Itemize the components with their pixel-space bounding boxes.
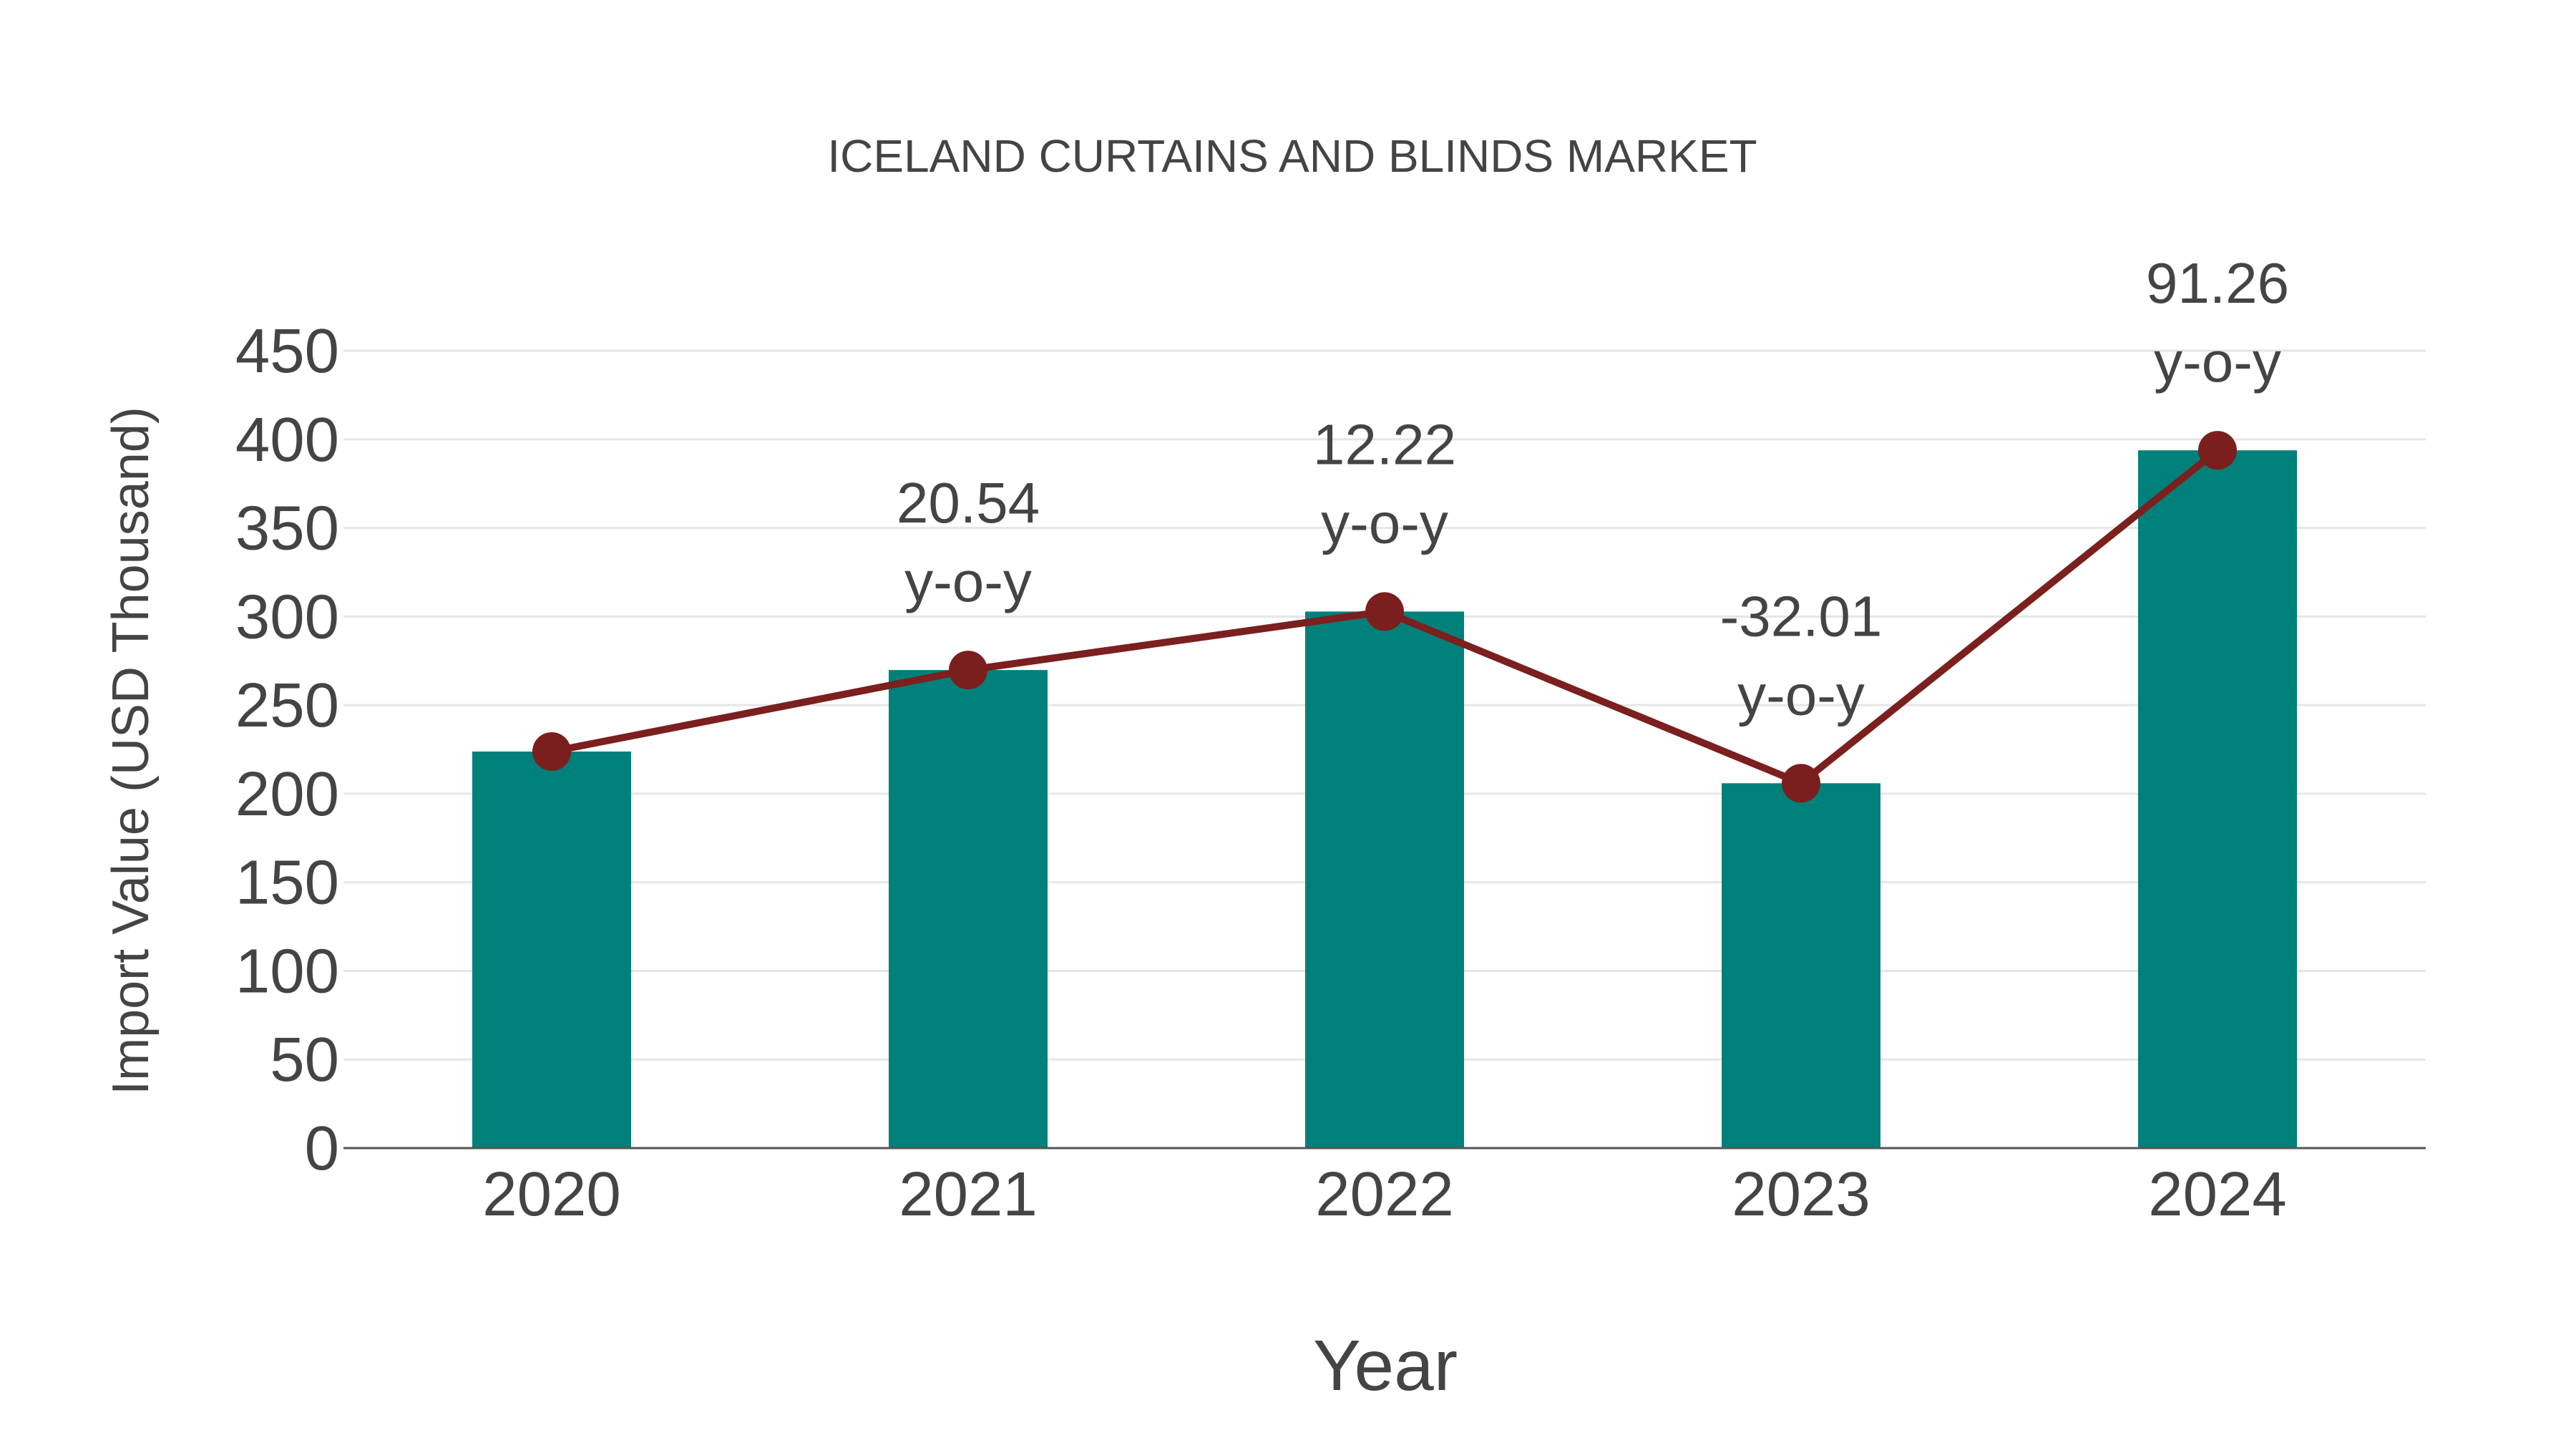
y-tick-label: 0 bbox=[305, 1114, 339, 1183]
yoy-value-2022: 12.22 bbox=[1313, 412, 1456, 476]
y-axis-tick-labels: 0 50 100 150 200 250 300 350 400 450 bbox=[235, 316, 339, 1183]
y-tick-label: 300 bbox=[235, 582, 339, 651]
y-axis-title: Import Value (USD Thousand) bbox=[102, 407, 160, 1095]
y-tick-label: 400 bbox=[235, 405, 339, 475]
yoy-value-2023: -32.01 bbox=[1720, 584, 1883, 648]
bar-2022[interactable] bbox=[1305, 611, 1464, 1148]
y-tick-label: 250 bbox=[235, 671, 339, 740]
x-tick-label: 2024 bbox=[2148, 1160, 2287, 1229]
x-axis-title: Year bbox=[1313, 1326, 1458, 1406]
yoy-suffix-2024: y-o-y bbox=[2154, 330, 2281, 394]
marker-2024[interactable] bbox=[2198, 431, 2237, 470]
y-tick-label: 350 bbox=[235, 494, 339, 563]
bar-2021[interactable] bbox=[889, 670, 1048, 1148]
y-tick-label: 200 bbox=[235, 759, 339, 829]
x-tick-label: 2022 bbox=[1315, 1160, 1454, 1229]
marker-2023[interactable] bbox=[1782, 764, 1820, 803]
marker-2020[interactable] bbox=[532, 732, 571, 771]
x-tick-label: 2020 bbox=[482, 1160, 621, 1229]
y-tick-label: 50 bbox=[270, 1025, 339, 1094]
x-axis-tick-labels: 2020 2021 2022 2023 2024 bbox=[482, 1160, 2287, 1229]
marker-2021[interactable] bbox=[949, 651, 987, 690]
yoy-suffix-2023: y-o-y bbox=[1737, 663, 1865, 726]
yoy-suffix-2022: y-o-y bbox=[1321, 491, 1448, 555]
chart-title: ICELAND CURTAINS AND BLINDS MARKET bbox=[827, 130, 1757, 182]
y-tick-label: 100 bbox=[235, 936, 339, 1006]
y-tick-label: 450 bbox=[235, 316, 339, 386]
yoy-value-2021: 20.54 bbox=[897, 471, 1040, 535]
trend-line bbox=[532, 431, 2237, 803]
yoy-value-2024: 91.26 bbox=[2146, 251, 2289, 315]
marker-2022[interactable] bbox=[1365, 592, 1404, 631]
bar-2023[interactable] bbox=[1722, 783, 1880, 1148]
bars bbox=[472, 450, 2297, 1148]
yoy-suffix-2021: y-o-y bbox=[904, 550, 1032, 613]
x-tick-label: 2021 bbox=[899, 1160, 1038, 1229]
bar-2024[interactable] bbox=[2138, 450, 2297, 1148]
x-tick-label: 2023 bbox=[1732, 1160, 1870, 1229]
y-tick-label: 150 bbox=[235, 848, 339, 918]
bar-2020[interactable] bbox=[472, 751, 631, 1148]
yoy-annotations: 20.54 y-o-y 12.22 y-o-y -32.01 y-o-y 91.26 y-o-… bbox=[897, 251, 2289, 726]
